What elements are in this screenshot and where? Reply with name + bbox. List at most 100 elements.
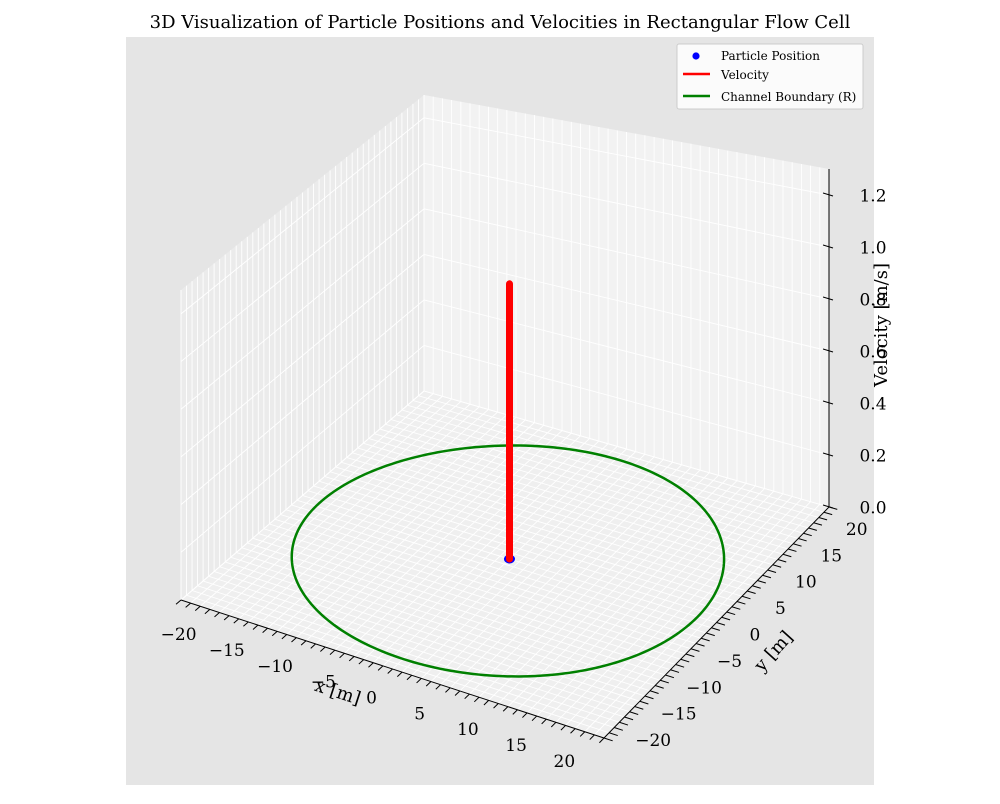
x-axis-tick	[599, 737, 605, 744]
y-axis-tick	[690, 648, 700, 652]
floor-grid-y	[385, 423, 794, 545]
floor-grid-y	[390, 419, 799, 539]
x-axis-tick	[185, 602, 191, 608]
x-axis-tick	[406, 674, 413, 681]
chart-title: 3D Visualization of Particle Positions a…	[150, 12, 851, 33]
floor-grid-y	[225, 561, 646, 697]
x-axis-tick	[522, 712, 528, 718]
x-axis-tick	[377, 665, 384, 671]
x-axis-tick	[358, 659, 364, 665]
x-axis-tick	[454, 690, 461, 696]
x-axis-tick	[570, 728, 576, 734]
x-axis-tick	[348, 656, 355, 662]
back-grid-z	[423, 117, 830, 196]
x-axis-tick	[339, 652, 345, 659]
floor-grid-y	[230, 556, 651, 692]
x-axis-tick	[387, 668, 393, 674]
floor-grid-y	[418, 395, 825, 513]
floor-grid-y	[291, 504, 707, 634]
x-tick-label: 5	[414, 704, 425, 724]
floor-grid-y	[313, 485, 727, 613]
legend-label-channel-boundary: Channel Boundary (R)	[721, 90, 856, 104]
back-grid-z	[180, 208, 425, 410]
x-axis-tick	[550, 721, 557, 728]
x-tick-label: 10	[457, 720, 479, 740]
x-axis-tick	[435, 684, 441, 690]
x-tick-label: 0	[366, 689, 377, 709]
y-tick-label: 10	[795, 573, 817, 593]
y-axis-tick	[787, 548, 797, 552]
legend-marker-particle-position	[692, 52, 700, 60]
x-axis-tick	[320, 646, 326, 652]
x-axis-tick	[310, 643, 316, 649]
y-axis-tick	[680, 658, 690, 663]
y-axis-tick	[614, 727, 624, 731]
floor-grid-y	[341, 461, 753, 587]
x-axis-tick	[262, 627, 268, 633]
floor-grid-y	[335, 466, 748, 592]
y-axis-tick	[603, 737, 613, 742]
back-grid-z	[423, 253, 830, 352]
y-axis-tick	[639, 700, 649, 705]
y-axis-tick	[803, 532, 812, 537]
y-axis-tick	[767, 569, 777, 573]
floor-grid-y	[363, 442, 773, 566]
x-axis-tick	[541, 718, 547, 725]
floor-grid-y	[285, 509, 702, 639]
x-tick-label: 20	[554, 752, 576, 772]
z-axis-tick	[822, 244, 834, 249]
floor-grid-y	[186, 594, 610, 734]
back-grid-z	[423, 390, 830, 508]
y-axis-tick	[747, 590, 756, 595]
floor-grid-y	[219, 566, 640, 702]
z-tick-label: 0.6	[859, 343, 886, 363]
floor-grid-y	[324, 476, 738, 602]
x-axis-tick	[416, 678, 422, 684]
y-axis-tick	[782, 553, 792, 558]
z-axis-label: Velocity [m/s]	[871, 263, 892, 388]
data-marks	[290, 280, 726, 678]
back-grid-z	[180, 254, 425, 458]
z-axis-tick	[822, 504, 834, 509]
y-axis-tick	[634, 706, 644, 710]
z-tick-label: 0.8	[859, 291, 886, 311]
y-axis-tick	[793, 543, 802, 547]
floor-grid-y	[296, 499, 712, 629]
x-axis-tick	[204, 609, 211, 615]
x-axis-tick	[396, 671, 403, 678]
x-axis-tick	[483, 700, 489, 706]
y-axis-tick	[644, 695, 654, 700]
y-tick-label: −20	[635, 731, 671, 751]
x-axis-tick	[271, 630, 278, 637]
y-axis-tick	[670, 669, 680, 673]
x-axis-tick	[214, 612, 220, 618]
x-axis-tick	[175, 599, 182, 605]
x-tick-label: −5	[311, 673, 336, 693]
legend-box	[676, 43, 864, 110]
z-axis-tick	[822, 348, 834, 353]
back-grid-z	[423, 208, 830, 300]
floor-grid-y	[274, 518, 692, 650]
back-grid-z	[180, 390, 425, 601]
y-axis-tick	[649, 690, 659, 694]
z-tick-label: 0.2	[859, 447, 886, 467]
y-axis-tick	[721, 616, 731, 621]
floor-grid-y	[258, 533, 676, 665]
floor-grid-y	[407, 404, 814, 524]
x-axis-tick	[493, 703, 499, 709]
y-axis-tick	[619, 721, 629, 726]
back-grid-z	[180, 162, 425, 362]
z-axis-tick	[822, 192, 834, 197]
y-axis-tick	[695, 643, 705, 647]
x-axis-tick	[329, 649, 336, 655]
y-axis-tick	[675, 664, 685, 668]
back-grid-z	[180, 345, 425, 553]
channel-boundary-circle	[290, 444, 726, 678]
x-tick-label: −15	[209, 641, 245, 661]
floor-grid-y	[202, 580, 625, 718]
y-axis-tick	[772, 564, 782, 568]
y-axis-tick	[706, 632, 715, 637]
y-tick-label: −5	[717, 652, 742, 672]
legend-label-particle-position: Particle Position	[721, 49, 820, 63]
back-grid-z	[423, 299, 830, 404]
